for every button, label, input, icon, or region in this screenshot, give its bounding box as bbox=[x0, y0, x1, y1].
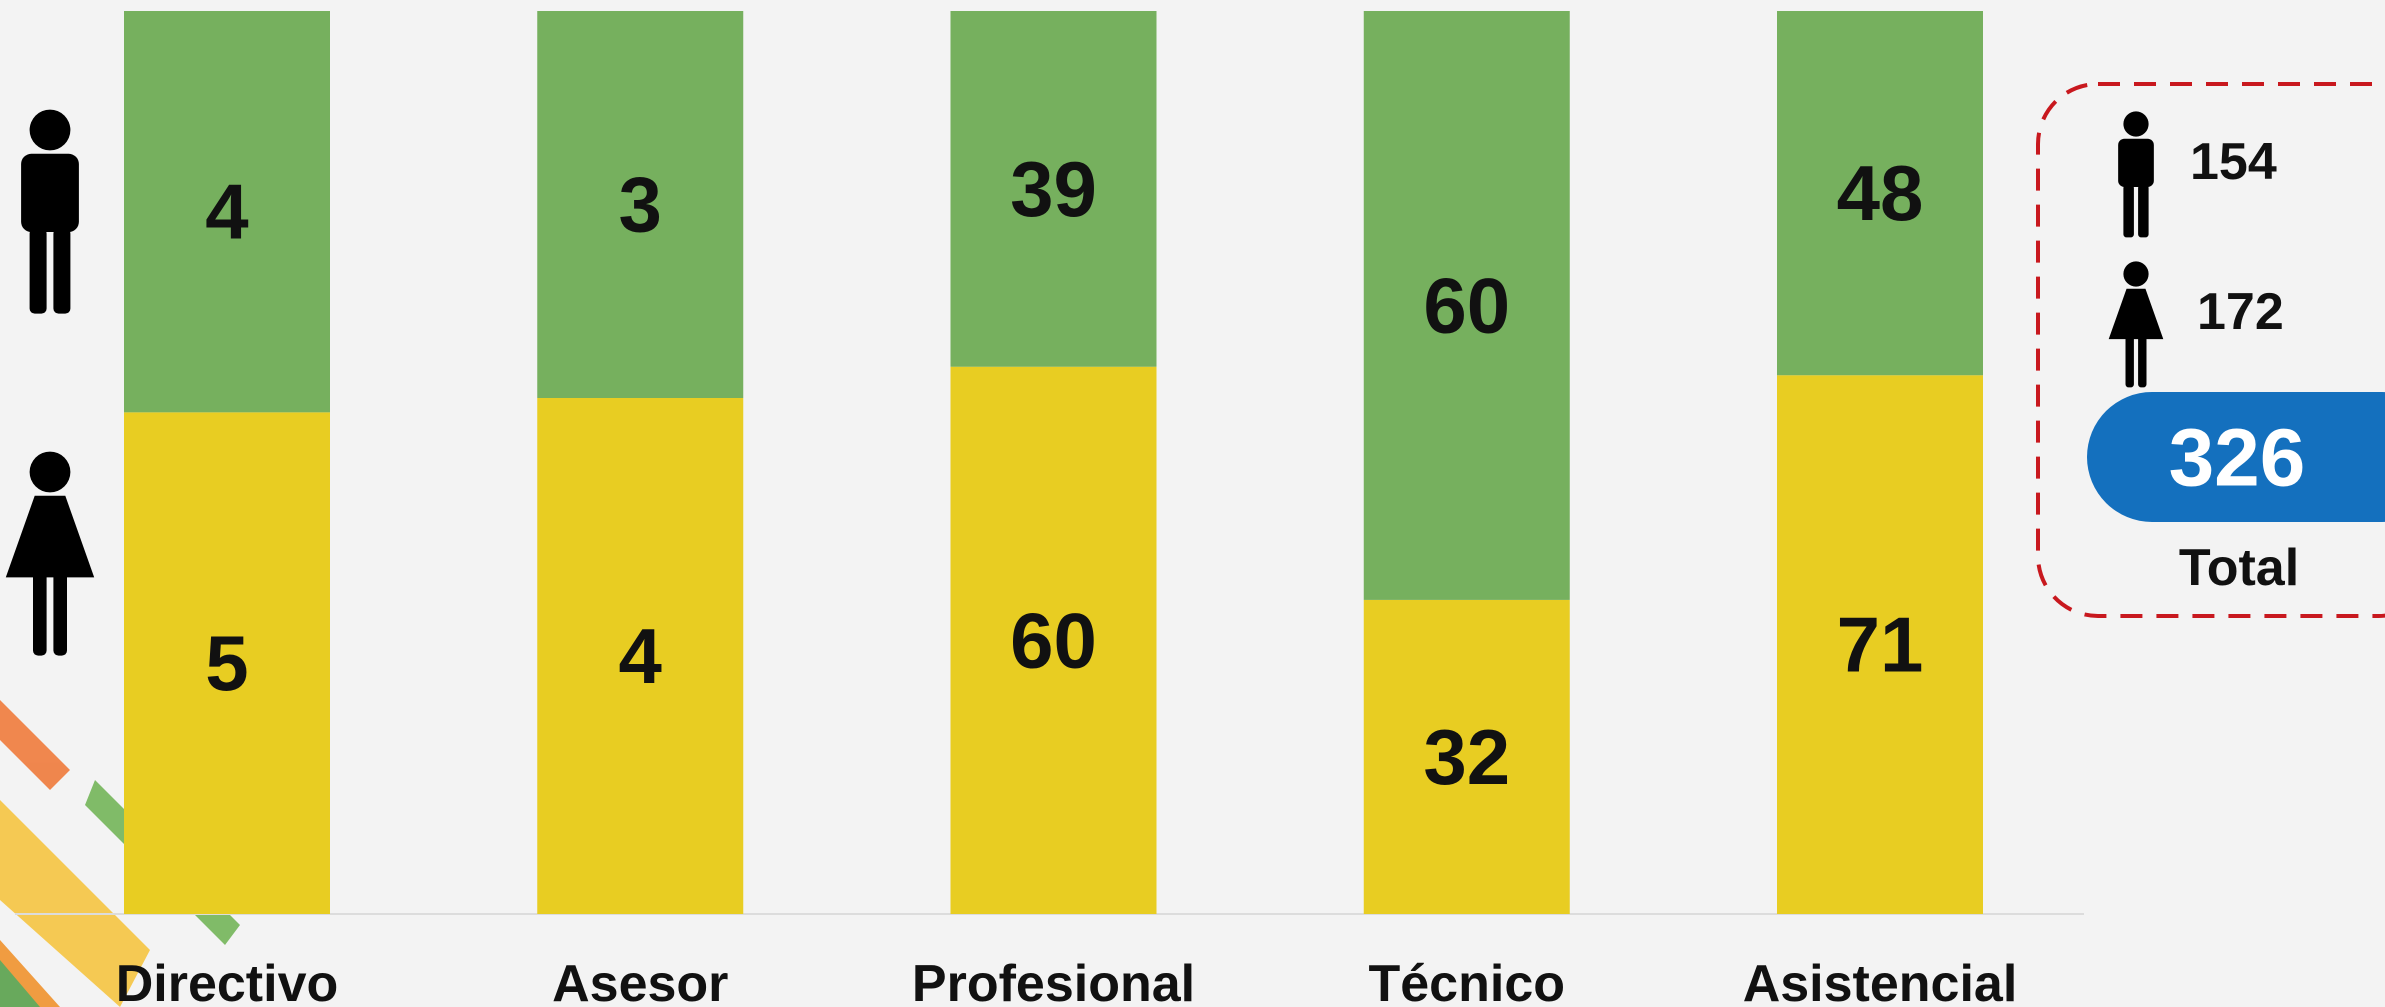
value-label: 5 bbox=[205, 619, 248, 707]
value-label: 3 bbox=[619, 161, 662, 249]
total-pill bbox=[2087, 392, 2385, 522]
bar-segment bbox=[124, 11, 330, 413]
bar-segment bbox=[1363, 599, 1570, 914]
x-tick-label: Técnico bbox=[1369, 955, 1566, 1007]
bar-segment bbox=[950, 11, 1157, 367]
value-label: 71 bbox=[1837, 601, 1924, 689]
x-tick-label: Asesor bbox=[552, 955, 728, 1007]
bar-segment bbox=[1363, 11, 1570, 600]
value-label: 48 bbox=[1837, 149, 1924, 237]
bar-segment bbox=[1777, 375, 1983, 914]
value-label: 39 bbox=[1010, 145, 1097, 233]
total-label: Total bbox=[2179, 539, 2299, 597]
bar-segment bbox=[537, 11, 744, 398]
grand-total: 326 bbox=[2169, 413, 2306, 504]
value-label: 60 bbox=[1010, 596, 1097, 684]
x-tick-label: Directivo bbox=[116, 955, 339, 1007]
bar-segment bbox=[1777, 11, 1983, 376]
x-tick-label: Profesional bbox=[912, 955, 1195, 1007]
value-label: 32 bbox=[1423, 713, 1510, 801]
bar-segment bbox=[950, 366, 1157, 914]
value-label: 60 bbox=[1423, 261, 1510, 349]
x-tick-label: Asistencial bbox=[1743, 955, 2018, 1007]
bar-segment bbox=[124, 412, 330, 914]
summary-box bbox=[2036, 82, 2385, 618]
women-total: 172 bbox=[2197, 283, 2284, 341]
value-label: 4 bbox=[619, 612, 662, 700]
value-label: 4 bbox=[205, 168, 248, 256]
bar-segment bbox=[537, 398, 744, 914]
men-total: 154 bbox=[2190, 133, 2277, 191]
